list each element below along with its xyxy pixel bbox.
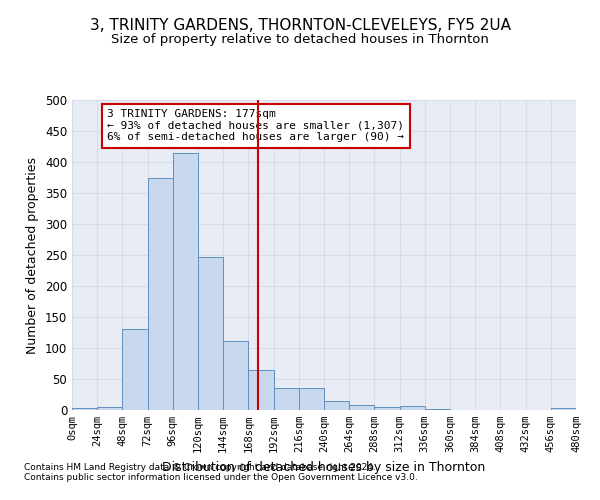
Bar [72,408,97,410]
Text: Contains public sector information licensed under the Open Government Licence v3: Contains public sector information licen… [24,474,418,482]
Bar [173,152,198,410]
Text: 3, TRINITY GARDENS, THORNTON-CLEVELEYS, FY5 2UA: 3, TRINITY GARDENS, THORNTON-CLEVELEYS, … [89,18,511,32]
Bar [349,405,374,410]
Bar [299,388,324,410]
Bar [274,388,299,410]
Bar [223,341,248,410]
Bar [374,407,400,410]
Text: 3 TRINITY GARDENS: 177sqm
← 93% of detached houses are smaller (1,307)
6% of sem: 3 TRINITY GARDENS: 177sqm ← 93% of detac… [107,110,404,142]
Bar [248,370,274,410]
Bar [324,402,349,410]
Bar [148,178,173,410]
Text: Contains HM Land Registry data © Crown copyright and database right 2024.: Contains HM Land Registry data © Crown c… [24,464,376,472]
Bar [198,257,223,410]
Bar [122,330,148,410]
Y-axis label: Number of detached properties: Number of detached properties [26,156,40,354]
Bar [400,406,425,410]
X-axis label: Distribution of detached houses by size in Thornton: Distribution of detached houses by size … [163,460,485,473]
Bar [551,408,576,410]
Bar [97,407,122,410]
Text: Size of property relative to detached houses in Thornton: Size of property relative to detached ho… [111,32,489,46]
